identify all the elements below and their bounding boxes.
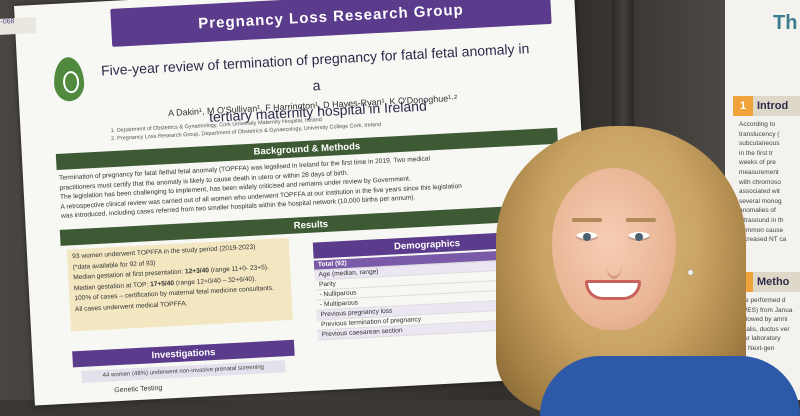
neighbour-section-1-heading: 1 Introd	[733, 96, 800, 116]
poster-corner-tag: P-068	[0, 16, 37, 36]
face	[552, 168, 676, 330]
nose	[606, 250, 622, 279]
earring	[688, 270, 693, 275]
blue-top	[540, 356, 800, 416]
presenter-person	[470, 0, 800, 416]
neighbour-title: Th	[773, 12, 798, 34]
neighbour-section-2-text: We performed d (WES) from Janua followed …	[739, 297, 793, 352]
neighbour-section-1-text: According to translucency ( subcutaneous i…	[739, 121, 787, 244]
drop-mother-child-icon	[52, 56, 86, 102]
right-eyebrow	[626, 218, 656, 222]
results-box: 93 women underwent TOPFFA in the study p…	[66, 237, 293, 332]
left-eye	[576, 232, 598, 241]
smile	[585, 280, 641, 300]
right-eye	[628, 232, 650, 241]
left-eyebrow	[572, 218, 602, 222]
genetic-testing-heading: Genetic Testing	[114, 384, 163, 395]
